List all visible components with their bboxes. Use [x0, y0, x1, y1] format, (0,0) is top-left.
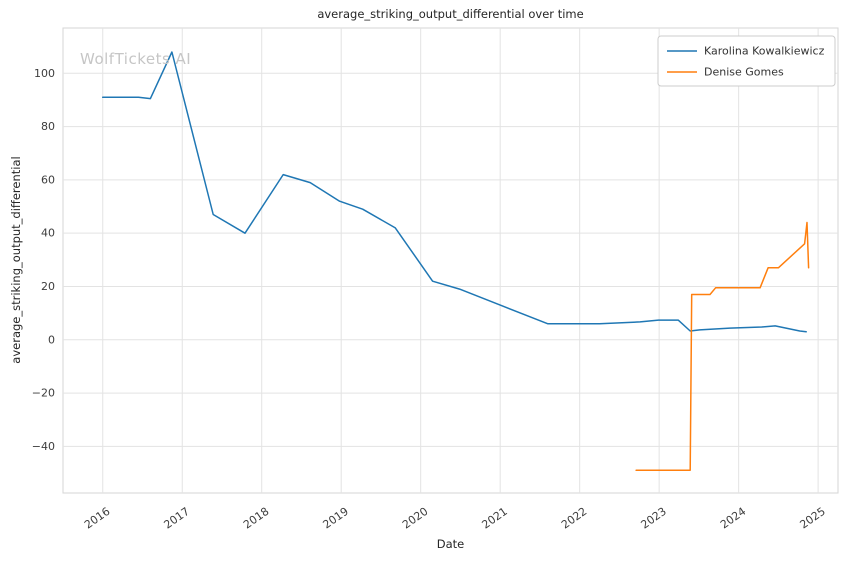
chart-title: average_striking_output_differential ove…: [317, 7, 584, 21]
x-tick-label: 2020: [400, 505, 430, 532]
x-tick-label: 2021: [480, 505, 510, 532]
x-tick-label: 2019: [321, 505, 351, 532]
x-tick-label: 2025: [797, 505, 827, 532]
legend-label-denise-gomes: Denise Gomes: [704, 66, 784, 79]
x-tick-label: 2023: [638, 505, 668, 532]
series-line-denise-gomes: [635, 221, 810, 472]
y-tick-label: 60: [41, 173, 55, 186]
y-tick-label: 100: [34, 67, 55, 80]
x-tick-label: 2017: [162, 505, 192, 532]
x-tick-label: 2016: [82, 505, 112, 532]
y-tick-label: −40: [32, 440, 55, 453]
y-tick-label: 40: [41, 227, 55, 240]
y-tick-label: 20: [41, 280, 55, 293]
x-tick-label: 2018: [241, 505, 271, 532]
x-tick-label: 2024: [718, 505, 748, 532]
y-tick-label: −20: [32, 387, 55, 400]
x-tick-label: 2022: [559, 505, 589, 532]
watermark: WolfTickets AI: [80, 50, 192, 68]
legend-label-karolina-kowalkiewicz: Karolina Kowalkiewicz: [704, 45, 825, 58]
legend-box: [657, 35, 836, 87]
y-tick-label: 0: [48, 333, 55, 346]
plot-border: [62, 27, 839, 494]
series-line-karolina-kowalkiewicz: [101, 51, 807, 333]
y-tick-label: 80: [41, 120, 55, 133]
x-axis-label: Date: [436, 537, 465, 551]
